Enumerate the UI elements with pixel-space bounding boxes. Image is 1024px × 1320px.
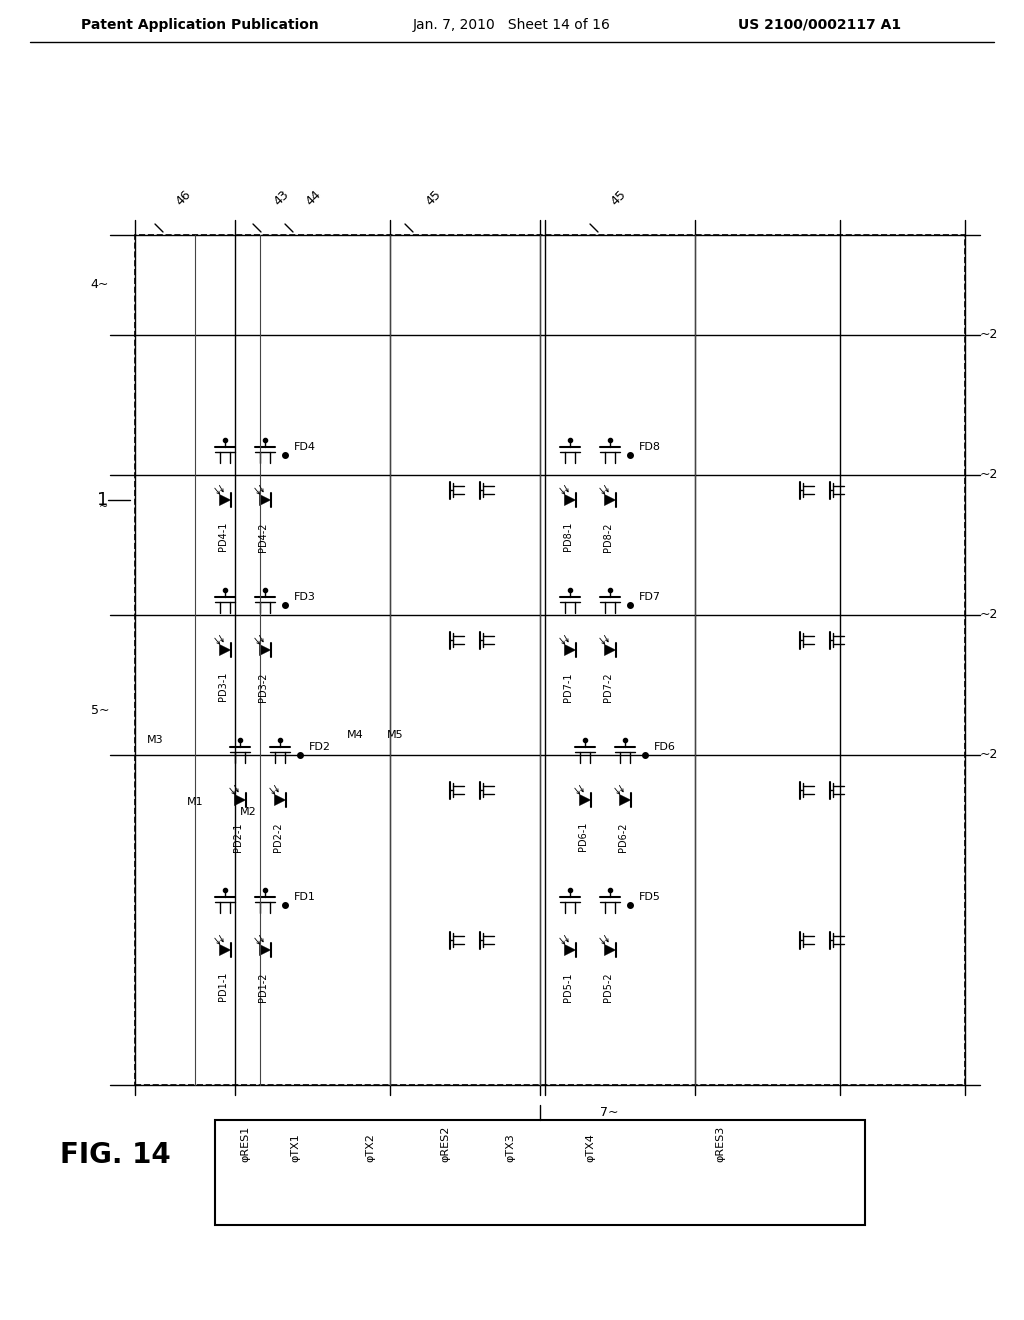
Polygon shape: [234, 795, 246, 805]
Text: M2: M2: [240, 807, 256, 817]
Polygon shape: [564, 495, 575, 506]
Text: 45: 45: [423, 187, 443, 209]
Text: PD7-2: PD7-2: [603, 672, 613, 702]
Text: ~: ~: [98, 502, 108, 512]
Text: M1: M1: [186, 797, 204, 807]
Text: PD7-1: PD7-1: [563, 672, 573, 701]
Polygon shape: [564, 944, 575, 956]
Text: PD6-1: PD6-1: [578, 822, 588, 851]
Text: PD5-2: PD5-2: [603, 972, 613, 1002]
Text: φRES1: φRES1: [240, 1126, 250, 1162]
Text: PD8-1: PD8-1: [563, 521, 573, 552]
Text: 1: 1: [97, 491, 109, 510]
Text: FD2: FD2: [309, 742, 331, 752]
Polygon shape: [620, 795, 631, 805]
Text: φRES3: φRES3: [715, 1126, 725, 1162]
Text: PD4-1: PD4-1: [218, 521, 228, 552]
Text: 4~: 4~: [91, 279, 110, 292]
Text: φTX4: φTX4: [585, 1133, 595, 1162]
Text: FIG. 14: FIG. 14: [60, 1140, 171, 1170]
Polygon shape: [604, 644, 615, 656]
Text: ~2: ~2: [980, 748, 998, 762]
Text: FD7: FD7: [639, 591, 662, 602]
Polygon shape: [259, 495, 270, 506]
Bar: [215, 1119, 865, 1225]
Polygon shape: [604, 944, 615, 956]
Text: φTX1: φTX1: [290, 1134, 300, 1162]
Text: 7~: 7~: [600, 1106, 618, 1118]
Text: PD1-2: PD1-2: [258, 972, 268, 1002]
Text: PD3-1: PD3-1: [218, 672, 228, 701]
Text: FD5: FD5: [639, 892, 660, 902]
Text: FD4: FD4: [294, 442, 316, 451]
Text: PD6-2: PD6-2: [618, 822, 628, 851]
Text: 46: 46: [173, 187, 194, 209]
Polygon shape: [219, 644, 230, 656]
Text: Jan. 7, 2010   Sheet 14 of 16: Jan. 7, 2010 Sheet 14 of 16: [413, 18, 611, 32]
Text: PD2-1: PD2-1: [233, 822, 243, 851]
Text: 43: 43: [271, 187, 292, 209]
Text: PD5-1: PD5-1: [563, 972, 573, 1002]
Bar: [135, 235, 965, 1085]
Text: PD1-1: PD1-1: [218, 972, 228, 1002]
Text: PD8-2: PD8-2: [603, 521, 613, 552]
Text: FD1: FD1: [294, 892, 316, 902]
Text: PD2-2: PD2-2: [273, 822, 283, 851]
Polygon shape: [259, 944, 270, 956]
Text: ~2: ~2: [980, 469, 998, 482]
Text: φRES2: φRES2: [440, 1126, 450, 1162]
Text: ~2: ~2: [980, 609, 998, 622]
Text: 45: 45: [608, 187, 629, 209]
Polygon shape: [564, 644, 575, 656]
Polygon shape: [219, 944, 230, 956]
Polygon shape: [274, 795, 286, 805]
Text: 5~: 5~: [91, 704, 110, 717]
Text: φTX3: φTX3: [505, 1134, 515, 1162]
Polygon shape: [259, 644, 270, 656]
Text: φTX2: φTX2: [365, 1133, 375, 1162]
Text: FD8: FD8: [639, 442, 662, 451]
Text: PD3-2: PD3-2: [258, 672, 268, 701]
Text: ~2: ~2: [980, 329, 998, 342]
Text: 44: 44: [303, 187, 324, 209]
Text: FD3: FD3: [294, 591, 316, 602]
Text: M5: M5: [387, 730, 403, 741]
Text: Patent Application Publication: Patent Application Publication: [81, 18, 318, 32]
Text: M3: M3: [146, 735, 163, 744]
Text: M4: M4: [347, 730, 364, 741]
Polygon shape: [580, 795, 591, 805]
Text: PD4-2: PD4-2: [258, 521, 268, 552]
Text: US 2100/0002117 A1: US 2100/0002117 A1: [738, 18, 901, 32]
Polygon shape: [604, 495, 615, 506]
Polygon shape: [219, 495, 230, 506]
Text: FD6: FD6: [654, 742, 676, 752]
